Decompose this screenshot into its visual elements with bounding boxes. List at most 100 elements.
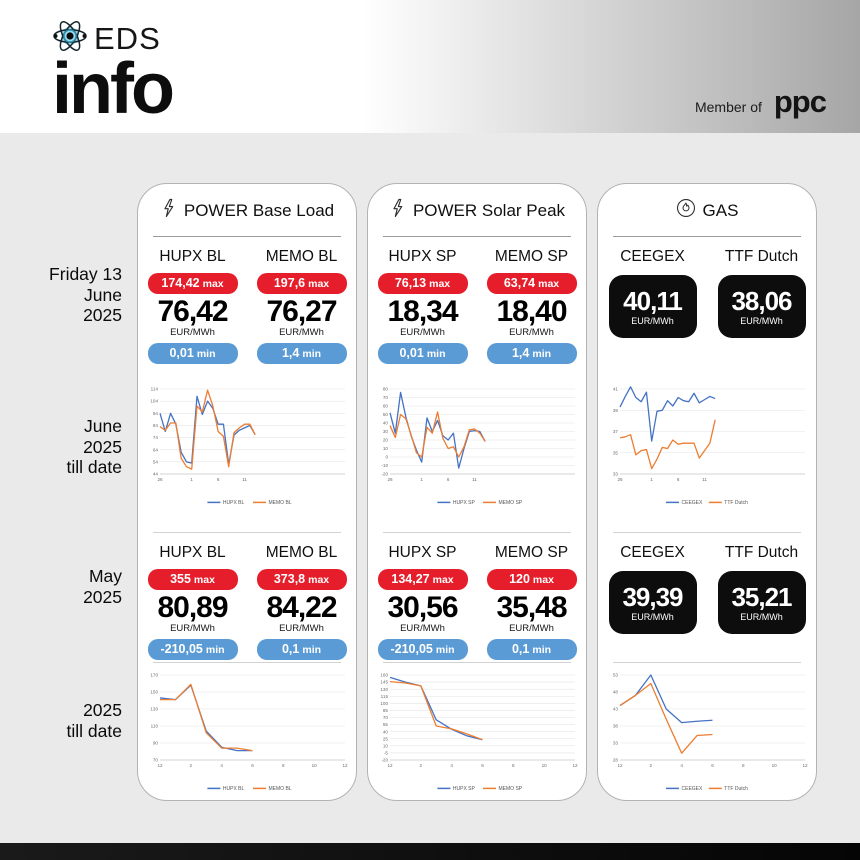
- min-badge: -210,05 min: [147, 639, 238, 661]
- svg-text:160: 160: [380, 673, 388, 678]
- gas-price-box: 35,21 EUR/MWh: [717, 571, 806, 634]
- divider: [153, 236, 341, 237]
- svg-text:48: 48: [613, 690, 619, 695]
- svg-text:TTF Dutch: TTF Dutch: [724, 786, 748, 792]
- svg-text:CEEGEX: CEEGEX: [682, 786, 704, 792]
- svg-text:10: 10: [772, 763, 778, 768]
- price-value: 80,89: [157, 591, 228, 624]
- price-col-hupx-bl: HUPX BL 174,42 max 76,42 EUR/MWh 0,01 min: [138, 248, 247, 365]
- svg-text:90: 90: [153, 741, 159, 746]
- svg-text:170: 170: [150, 673, 158, 678]
- index-name: MEMO BL: [265, 248, 338, 265]
- price-value: 84,22: [266, 591, 337, 624]
- divider: [613, 662, 801, 663]
- divider: [153, 662, 341, 663]
- svg-text:38: 38: [613, 724, 619, 729]
- period-label-may-2025: May 2025: [83, 566, 122, 607]
- price-unit: EUR/MWh: [631, 611, 674, 622]
- svg-text:85: 85: [383, 708, 389, 713]
- svg-text:11: 11: [242, 477, 247, 482]
- price-value: 76,42: [157, 295, 228, 328]
- svg-text:26: 26: [157, 477, 163, 482]
- svg-text:12: 12: [572, 763, 578, 768]
- price-value: 30,56: [387, 591, 458, 624]
- max-badge: 63,74 max: [486, 273, 577, 294]
- svg-text:-5: -5: [384, 751, 389, 756]
- price-value: 76,27: [266, 295, 337, 328]
- price-col-memo-sp: MEMO SP 63,74 max 18,40 EUR/MWh 1,4 min: [477, 248, 586, 365]
- logo-text-eds: EDS: [94, 20, 161, 56]
- divider: [613, 532, 801, 533]
- min-badge: 1,4 min: [486, 343, 577, 365]
- chart-power-solar-peak-ytd: -20 -5 10 25 40 55 70 85 100 115 130 145 160 12 2 4 6 8 10…: [375, 670, 581, 798]
- max-badge: 197,6 max: [256, 273, 347, 294]
- price-value: 18,34: [387, 295, 458, 328]
- price-value: 35,21: [731, 581, 792, 612]
- min-badge: -210,05 min: [377, 639, 468, 661]
- price-unit: EUR/MWh: [279, 327, 324, 339]
- svg-text:6: 6: [251, 763, 254, 768]
- svg-text:70: 70: [153, 758, 159, 763]
- svg-text:12: 12: [387, 763, 393, 768]
- svg-text:6: 6: [481, 763, 484, 768]
- svg-text:MEMO SP: MEMO SP: [499, 786, 523, 792]
- svg-text:HUPX SP: HUPX SP: [453, 786, 476, 792]
- svg-text:2: 2: [650, 763, 653, 768]
- svg-text:MEMO BL: MEMO BL: [269, 786, 292, 792]
- svg-text:94: 94: [153, 411, 159, 416]
- svg-text:33: 33: [613, 741, 619, 746]
- svg-text:12: 12: [617, 763, 623, 768]
- period-label-2025-till-date: 2025 till date: [66, 700, 122, 741]
- price-unit: EUR/MWh: [400, 623, 445, 635]
- svg-text:-20: -20: [381, 758, 388, 763]
- price-col-memo-bl: MEMO BL 373,8 max 84,22 EUR/MWh 0,1 min: [247, 544, 356, 661]
- card-power-base-load: POWER Base Load HUPX BL 174,42 max 76,42 …: [137, 183, 357, 801]
- price-unit: EUR/MWh: [170, 327, 215, 339]
- svg-text:10: 10: [542, 763, 548, 768]
- svg-text:43: 43: [613, 707, 619, 712]
- svg-text:HUPX SP: HUPX SP: [453, 500, 476, 506]
- min-badge: 0,1 min: [486, 639, 577, 661]
- svg-text:10: 10: [383, 446, 389, 451]
- price-col-hupx-sp: HUPX SP 76,13 max 18,34 EUR/MWh 0,01 min: [368, 248, 477, 365]
- svg-text:11: 11: [702, 477, 707, 482]
- svg-text:6: 6: [217, 477, 220, 482]
- svg-text:37: 37: [613, 429, 619, 434]
- price-col-ceegex: CEEGEX 40,11 EUR/MWh: [598, 248, 707, 338]
- svg-text:4: 4: [680, 763, 683, 768]
- price-unit: EUR/MWh: [170, 623, 215, 635]
- svg-text:60: 60: [383, 404, 389, 409]
- svg-text:6: 6: [711, 763, 714, 768]
- price-value: 38,06: [731, 285, 792, 316]
- svg-text:64: 64: [153, 447, 159, 452]
- day-prices: HUPX BL 174,42 max 76,42 EUR/MWh 0,01 min …: [138, 248, 356, 365]
- ppc-logo: ppc: [773, 84, 827, 119]
- flame-icon: [676, 198, 696, 223]
- chart-power-solar-peak-june: -20 -10 0 10 20 30 40 50 60 70 80 26 1 6 11 HUPX SP MEMO…: [375, 384, 581, 512]
- price-unit: EUR/MWh: [279, 623, 324, 635]
- price-unit: EUR/MWh: [509, 623, 554, 635]
- price-unit: EUR/MWh: [740, 315, 783, 326]
- svg-text:40: 40: [383, 421, 389, 426]
- svg-text:41: 41: [613, 387, 619, 392]
- svg-text:104: 104: [150, 399, 158, 404]
- svg-text:6: 6: [677, 477, 680, 482]
- svg-text:11: 11: [472, 477, 477, 482]
- chart-gas-ytd: 28 33 38 43 48 53 12 2 4 6 8 10 12 CEEGEX TTF Dutch: [605, 670, 811, 798]
- period-label-friday-13-june: Friday 13 June 2025: [49, 264, 122, 325]
- svg-text:8: 8: [512, 763, 515, 768]
- svg-text:12: 12: [342, 763, 348, 768]
- index-name: CEEGEX: [620, 248, 685, 265]
- svg-text:2: 2: [190, 763, 193, 768]
- day-prices: HUPX SP 76,13 max 18,34 EUR/MWh 0,01 min M…: [368, 248, 586, 365]
- svg-text:2: 2: [420, 763, 423, 768]
- price-col-ttf-dutch: TTF Dutch 38,06 EUR/MWh: [707, 248, 816, 338]
- max-badge: 76,13 max: [377, 273, 468, 294]
- svg-text:70: 70: [383, 715, 389, 720]
- svg-text:CEEGEX: CEEGEX: [682, 500, 704, 506]
- svg-text:35: 35: [613, 450, 619, 455]
- max-badge: 134,27 max: [377, 569, 468, 590]
- svg-text:55: 55: [383, 722, 389, 727]
- price-unit: EUR/MWh: [631, 315, 674, 326]
- svg-text:110: 110: [151, 724, 159, 729]
